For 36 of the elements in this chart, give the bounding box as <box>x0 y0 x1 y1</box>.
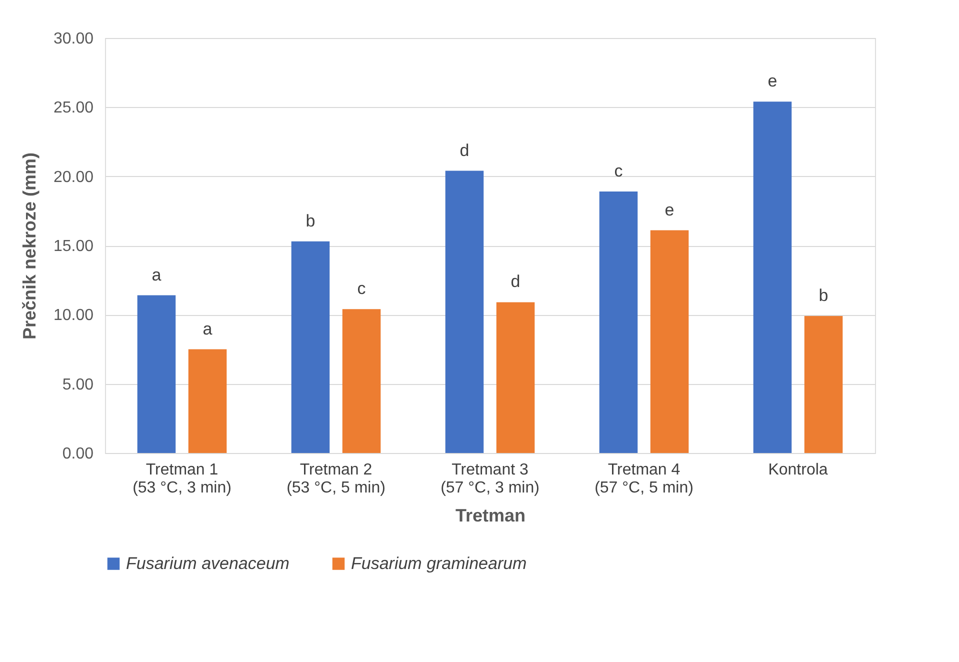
x-tick-label: Tretman 2 (53 °C, 5 min) <box>286 462 386 496</box>
bar <box>188 349 227 453</box>
x-tick-label: Kontrola <box>768 462 828 478</box>
data-label: e <box>768 72 778 91</box>
bar <box>445 170 484 453</box>
bar <box>599 192 638 453</box>
y-tick-label: 20.00 <box>53 168 94 186</box>
bar <box>650 230 689 453</box>
bar <box>804 316 843 453</box>
x-tick-label: Tretman 4 (57 °C, 5 min) <box>594 462 694 496</box>
bar <box>342 309 381 453</box>
y-tick-label: 15.00 <box>53 238 94 255</box>
data-label: a <box>202 319 213 338</box>
x-axis-title: Tretman <box>455 506 526 526</box>
data-label: d <box>460 140 470 160</box>
data-label: c <box>357 279 366 298</box>
y-tick-label: 5.00 <box>62 376 94 394</box>
x-tick-label: Tretman 1 (53 °C, 3 min) <box>132 462 232 496</box>
y-tick-label: 25.00 <box>53 100 94 117</box>
y-tick-label: 30.00 <box>53 30 94 48</box>
data-label: a <box>152 265 162 284</box>
data-label: b <box>306 211 316 230</box>
y-tick-label: 10.00 <box>53 307 94 324</box>
bar <box>496 302 535 453</box>
legend-label: Fusarium avenaceum <box>126 554 290 573</box>
bar <box>291 241 330 453</box>
legend-label: Fusarium graminearum <box>351 554 527 573</box>
bar <box>753 102 792 453</box>
data-label: d <box>510 272 520 292</box>
data-label: c <box>614 162 624 181</box>
data-label: e <box>664 200 674 220</box>
y-tick-label: 0.00 <box>62 446 94 462</box>
x-tick-label: Tretmant 3 (57 °C, 3 min) <box>440 462 540 496</box>
data-label: b <box>818 286 828 306</box>
y-axis-title: Prečnik nekroze (mm) <box>19 152 40 340</box>
bar <box>137 295 176 453</box>
